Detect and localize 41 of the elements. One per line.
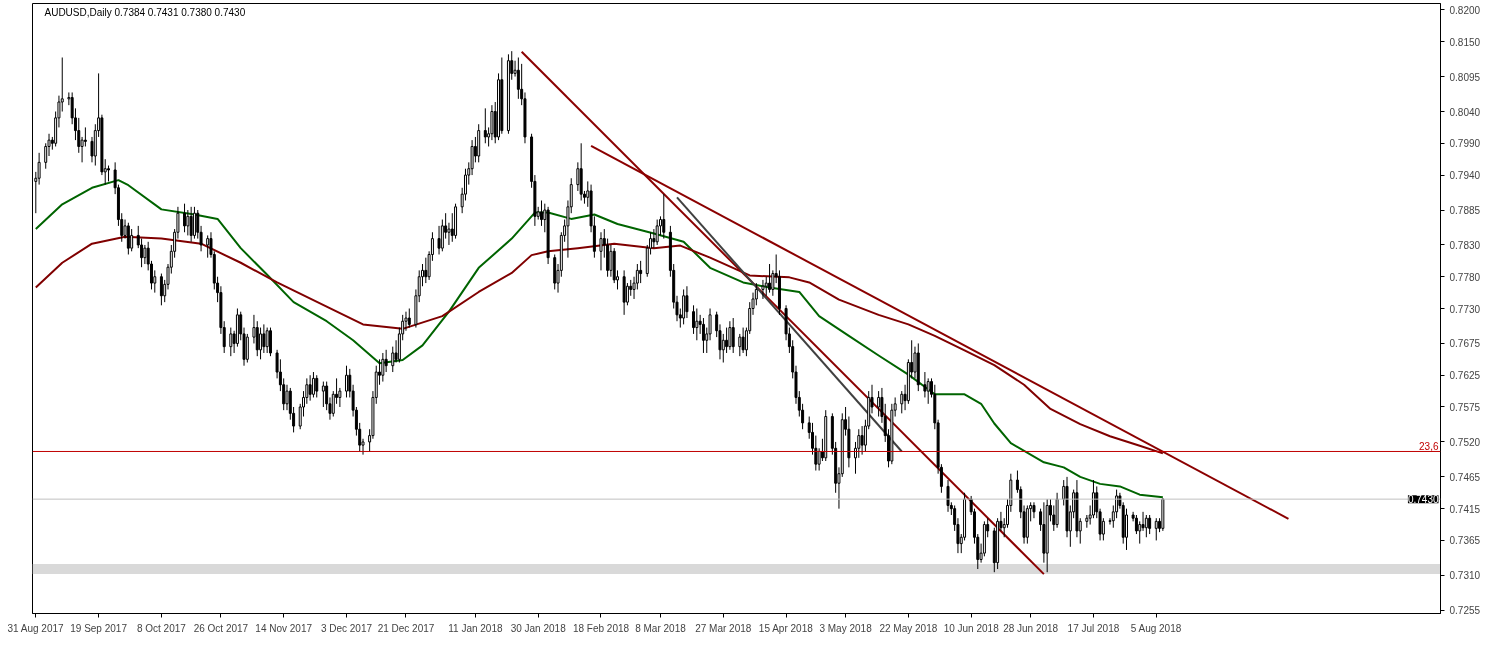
x-tick-label: 14 Nov 2017 — [255, 622, 313, 634]
x-tick-label: 11 Jan 2018 — [448, 622, 503, 634]
y-tick-label: 0.7365 — [1449, 535, 1481, 547]
y-tick-label: 0.7990 — [1449, 138, 1481, 150]
annotation: 23,6 — [1419, 441, 1439, 453]
x-tick-label: 19 Sep 2017 — [70, 622, 128, 634]
y-tick-label: 0.7625 — [1449, 370, 1481, 382]
x-tick-label: 31 Aug 2017 — [7, 622, 65, 634]
y-tick-label: 0.7675 — [1449, 338, 1481, 350]
x-tick-label: 10 Jun 2018 — [943, 622, 1000, 634]
x-tick-label: 21 Dec 2017 — [377, 622, 435, 634]
y-tick-label: 0.7830 — [1449, 239, 1481, 251]
y-tick-label: 0.7465 — [1449, 471, 1481, 483]
y-tick-label: 0.7780 — [1449, 271, 1481, 283]
x-tick-label: 15 Apr 2018 — [758, 622, 814, 634]
y-tick-label: 0.7885 — [1449, 205, 1481, 217]
y-tick-label: 0.8200 — [1449, 4, 1481, 16]
x-tick-label: 30 Jan 2018 — [510, 622, 567, 634]
y-tick-label: 0.7940 — [1449, 170, 1481, 182]
y-tick-label: 0.8040 — [1449, 106, 1481, 118]
y-tick-label: 0.7520 — [1449, 436, 1481, 448]
y-tick-label: 0.7310 — [1449, 570, 1481, 582]
x-tick-label: 17 Jul 2018 — [1067, 622, 1120, 634]
y-tick-label: 0.7575 — [1449, 401, 1481, 413]
chart-title: AUDUSD,Daily 0.7384 0.7431 0.7380 0.7430 — [44, 6, 246, 18]
x-tick-label: 3 Dec 2017 — [320, 622, 373, 634]
x-tick-label: 26 Oct 2017 — [193, 622, 249, 634]
x-tick-label: 8 Oct 2017 — [136, 622, 187, 634]
y-tick-label: 0.7255 — [1449, 605, 1481, 617]
x-tick-label: 3 May 2018 — [819, 622, 873, 634]
x-tick-label: 18 Feb 2018 — [572, 622, 630, 634]
x-tick-label: 27 Mar 2018 — [695, 622, 752, 634]
x-tick-label: 28 Jun 2018 — [1003, 622, 1059, 634]
ref-line-label: 0.7430 — [1407, 494, 1439, 506]
y-tick-label: 0.8150 — [1449, 36, 1481, 48]
y-tick-label: 0.8095 — [1449, 71, 1481, 83]
x-tick-label: 8 Mar 2018 — [635, 622, 687, 634]
x-tick-label: 22 May 2018 — [879, 622, 938, 634]
y-tick-label: 0.7415 — [1449, 503, 1481, 515]
x-tick-label: 5 Aug 2018 — [1130, 622, 1182, 634]
y-tick-label: 0.7730 — [1449, 303, 1481, 315]
